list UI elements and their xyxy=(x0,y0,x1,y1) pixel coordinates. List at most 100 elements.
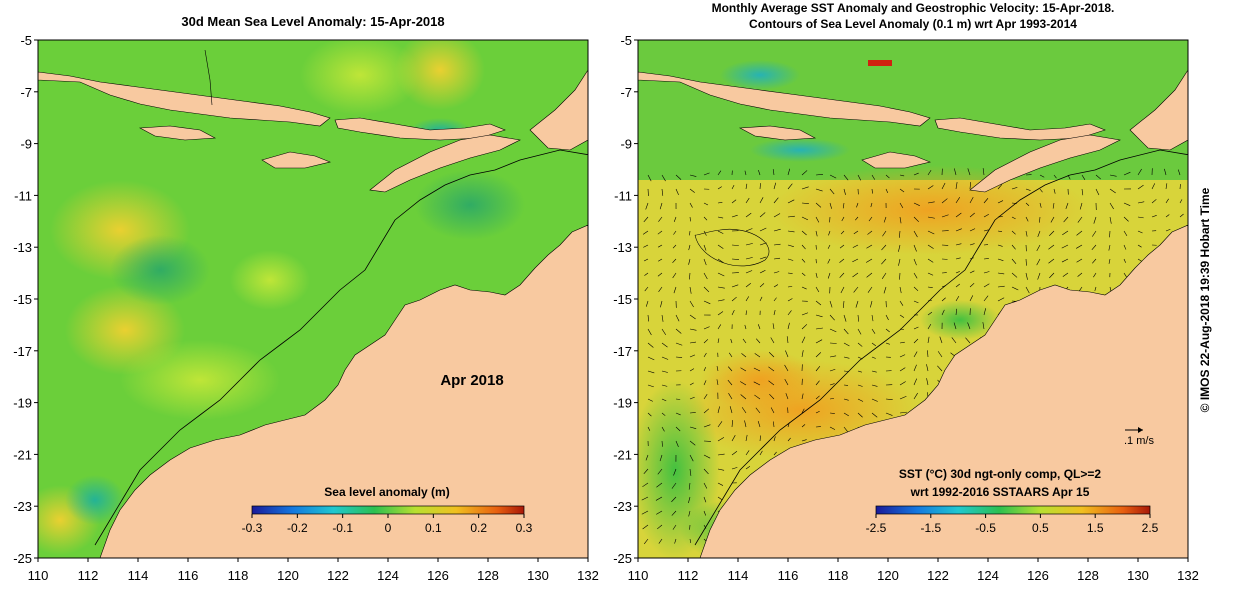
sst-legend-line2: wrt 1992-2016 SSTAARS Apr 15 xyxy=(910,485,1090,499)
velocity-arrow xyxy=(913,202,920,206)
velocity-arrow xyxy=(661,188,664,196)
velocity-arrow xyxy=(927,244,934,249)
velocity-arrow xyxy=(658,244,663,248)
velocity-arrow xyxy=(787,244,794,247)
velocity-arrow xyxy=(672,272,677,279)
velocity-arrow xyxy=(741,407,747,414)
velocity-arrow xyxy=(728,352,733,358)
velocity-arrow xyxy=(787,183,793,190)
velocity-arrow xyxy=(647,398,653,402)
right-title-line2: Contours of Sea Level Anomaly (0.1 m) wr… xyxy=(749,17,1077,31)
velocity-arrow xyxy=(1036,258,1041,266)
velocity-arrow xyxy=(937,365,943,372)
velocity-arrow xyxy=(1050,216,1055,223)
velocity-arrow xyxy=(689,396,695,400)
velocity-arrow xyxy=(673,468,677,476)
velocity-arrow xyxy=(815,410,820,414)
velocity-arrow xyxy=(815,286,820,293)
velocity-arrow xyxy=(857,314,860,322)
x-tick-label: 132 xyxy=(577,568,599,583)
velocity-arrow xyxy=(839,244,845,249)
x-tick-label: 130 xyxy=(1127,568,1149,583)
velocity-arrow xyxy=(815,173,823,176)
velocity-arrow xyxy=(745,434,748,442)
velocity-arrow xyxy=(717,496,723,500)
right-colorbar-ticks: -2.5 -1.5 -0.5 0.5 1.5 2.5 xyxy=(866,514,1159,535)
velocity-arrow xyxy=(1081,174,1086,180)
velocity-arrow xyxy=(647,370,655,374)
velocity-arrow xyxy=(759,197,764,204)
velocity-arrow xyxy=(768,380,775,386)
velocity-arrow xyxy=(661,398,667,402)
velocity-arrow xyxy=(867,286,873,293)
y-tick-label: -25 xyxy=(13,551,32,566)
velocity-arrow xyxy=(740,381,747,386)
velocity-arrow xyxy=(703,202,709,206)
velocity-arrow xyxy=(969,270,975,274)
right-colorbar xyxy=(875,505,1151,515)
velocity-arrow xyxy=(759,435,761,442)
velocity-arrow xyxy=(754,353,761,358)
velocity-arrow xyxy=(829,328,837,333)
velocity-arrow xyxy=(753,381,761,386)
velocity-arrow xyxy=(717,338,720,344)
x-tick-label: 128 xyxy=(477,568,499,583)
x-tick-label: 118 xyxy=(228,568,249,583)
velocity-arrow xyxy=(773,284,779,288)
velocity-arrow xyxy=(688,482,691,490)
velocity-arrow xyxy=(1091,244,1097,250)
velocity-arrow xyxy=(728,393,733,400)
velocity-arrow xyxy=(1053,188,1056,194)
velocity-arrow xyxy=(703,454,711,459)
velocity-arrow xyxy=(1048,244,1055,250)
velocity-arrow xyxy=(829,412,835,414)
colorbar-tick-label: -0.2 xyxy=(287,521,308,535)
velocity-arrow xyxy=(927,272,934,276)
velocity-arrow xyxy=(1123,244,1127,250)
velocity-arrow xyxy=(717,482,724,486)
velocity-arrow xyxy=(647,314,650,322)
velocity-arrow xyxy=(955,271,960,274)
velocity-arrow xyxy=(759,212,766,218)
velocity-arrow xyxy=(927,201,935,204)
velocity-arrow xyxy=(1137,201,1145,204)
velocity-arrow xyxy=(1108,258,1111,264)
velocity-arrow xyxy=(787,286,793,288)
velocity-arrow xyxy=(955,283,960,288)
velocity-arrow xyxy=(675,412,681,416)
velocity-arrow xyxy=(801,336,806,344)
velocity-arrow xyxy=(913,392,918,400)
velocity-arrow xyxy=(703,244,707,251)
velocity-arrow xyxy=(787,298,793,302)
velocity-arrow xyxy=(1109,188,1116,194)
velocity-arrow xyxy=(842,202,845,209)
velocity-arrow xyxy=(801,408,805,414)
velocity-arrow xyxy=(1049,272,1055,279)
colorbar-tick-label: -0.3 xyxy=(242,521,263,535)
velocity-arrow xyxy=(857,384,863,387)
velocity-arrow xyxy=(647,328,652,336)
velocity-arrow xyxy=(745,212,752,218)
velocity-arrow xyxy=(754,394,761,400)
x-tick-label: 120 xyxy=(877,568,899,583)
velocity-arrow xyxy=(899,300,904,306)
velocity-arrow xyxy=(740,367,747,372)
velocity-arrow xyxy=(801,286,807,290)
velocity-arrow xyxy=(1065,202,1069,209)
velocity-arrow xyxy=(674,538,677,544)
velocity-arrow xyxy=(801,258,806,263)
velocity-arrow xyxy=(787,215,795,218)
velocity-arrow xyxy=(703,394,708,400)
bali-lombok-island xyxy=(934,117,1106,141)
velocity-arrow xyxy=(843,370,849,372)
x-tick-label: 122 xyxy=(927,568,949,583)
velocity-arrow xyxy=(703,258,707,266)
velocity-arrow xyxy=(883,286,887,294)
australia-land xyxy=(99,224,588,558)
velocity-arrow xyxy=(829,202,832,209)
velocity-arrow xyxy=(983,308,986,316)
velocity-arrow xyxy=(727,379,733,386)
velocity-arrow xyxy=(829,355,837,358)
sst-blob xyxy=(750,138,850,162)
velocity-arrow xyxy=(689,328,697,331)
